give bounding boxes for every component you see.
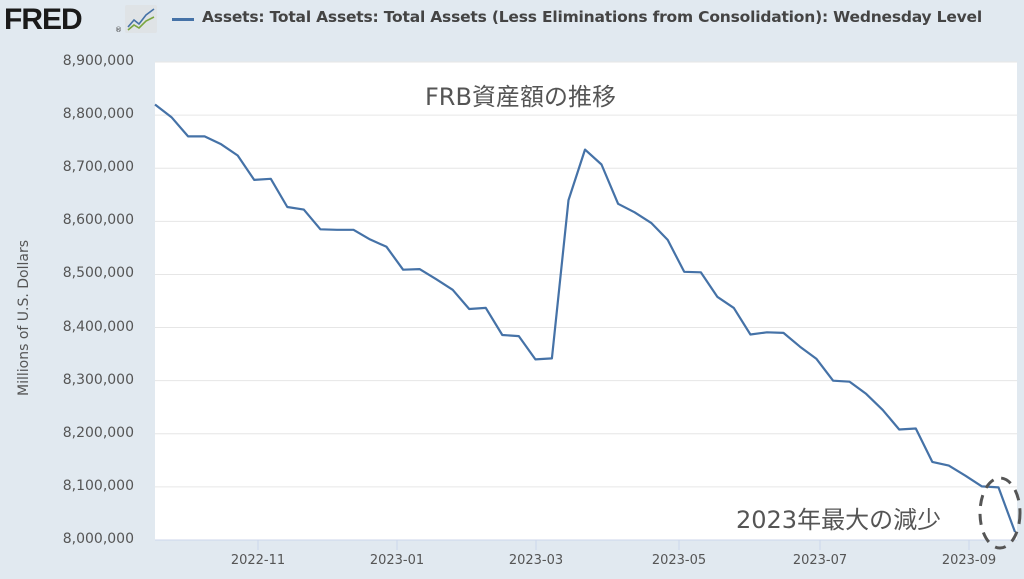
legend-label[interactable]: Assets: Total Assets: Total Assets (Less… xyxy=(202,8,982,26)
annotation-title: FRB資産額の推移 xyxy=(425,83,616,111)
y-tick-label: 8,000,000 xyxy=(62,531,134,547)
registered-mark: ® xyxy=(115,26,122,34)
y-tick-label: 8,500,000 xyxy=(62,265,134,282)
x-tick-marks xyxy=(257,540,970,550)
fred-chart-icon xyxy=(125,5,157,33)
x-tick-label: 2023-03 xyxy=(508,553,564,568)
y-tick-label: 8,400,000 xyxy=(62,318,134,335)
highlight-circle xyxy=(978,476,1022,550)
series-line xyxy=(154,103,1017,533)
y-tick-label: 8,100,000 xyxy=(62,477,134,494)
x-tick-label: 2023-01 xyxy=(369,553,425,568)
y-tick-label: 8,700,000 xyxy=(62,159,134,176)
gridlines xyxy=(155,61,1017,488)
legend-swatch xyxy=(172,18,194,21)
plot-background xyxy=(155,62,1017,540)
x-tick-label: 2023-05 xyxy=(651,553,707,568)
y-tick-label: 8,800,000 xyxy=(62,106,134,123)
y-tick-label: 8,200,000 xyxy=(62,424,134,441)
x-tick-label: 2023-07 xyxy=(792,553,848,568)
chart-header: FRED ® Assets: Total Assets: Total Asset… xyxy=(0,0,1024,40)
x-tick-label: 2023-09 xyxy=(941,553,997,568)
annotation-note: 2023年最大の減少 xyxy=(736,506,942,534)
fred-logo[interactable]: FRED xyxy=(4,3,83,36)
y-tick-label: 8,300,000 xyxy=(62,371,134,388)
x-tick-label: 2022-11 xyxy=(230,553,286,568)
y-tick-label: 8,900,000 xyxy=(62,53,134,69)
y-tick-label: 8,600,000 xyxy=(62,212,134,229)
